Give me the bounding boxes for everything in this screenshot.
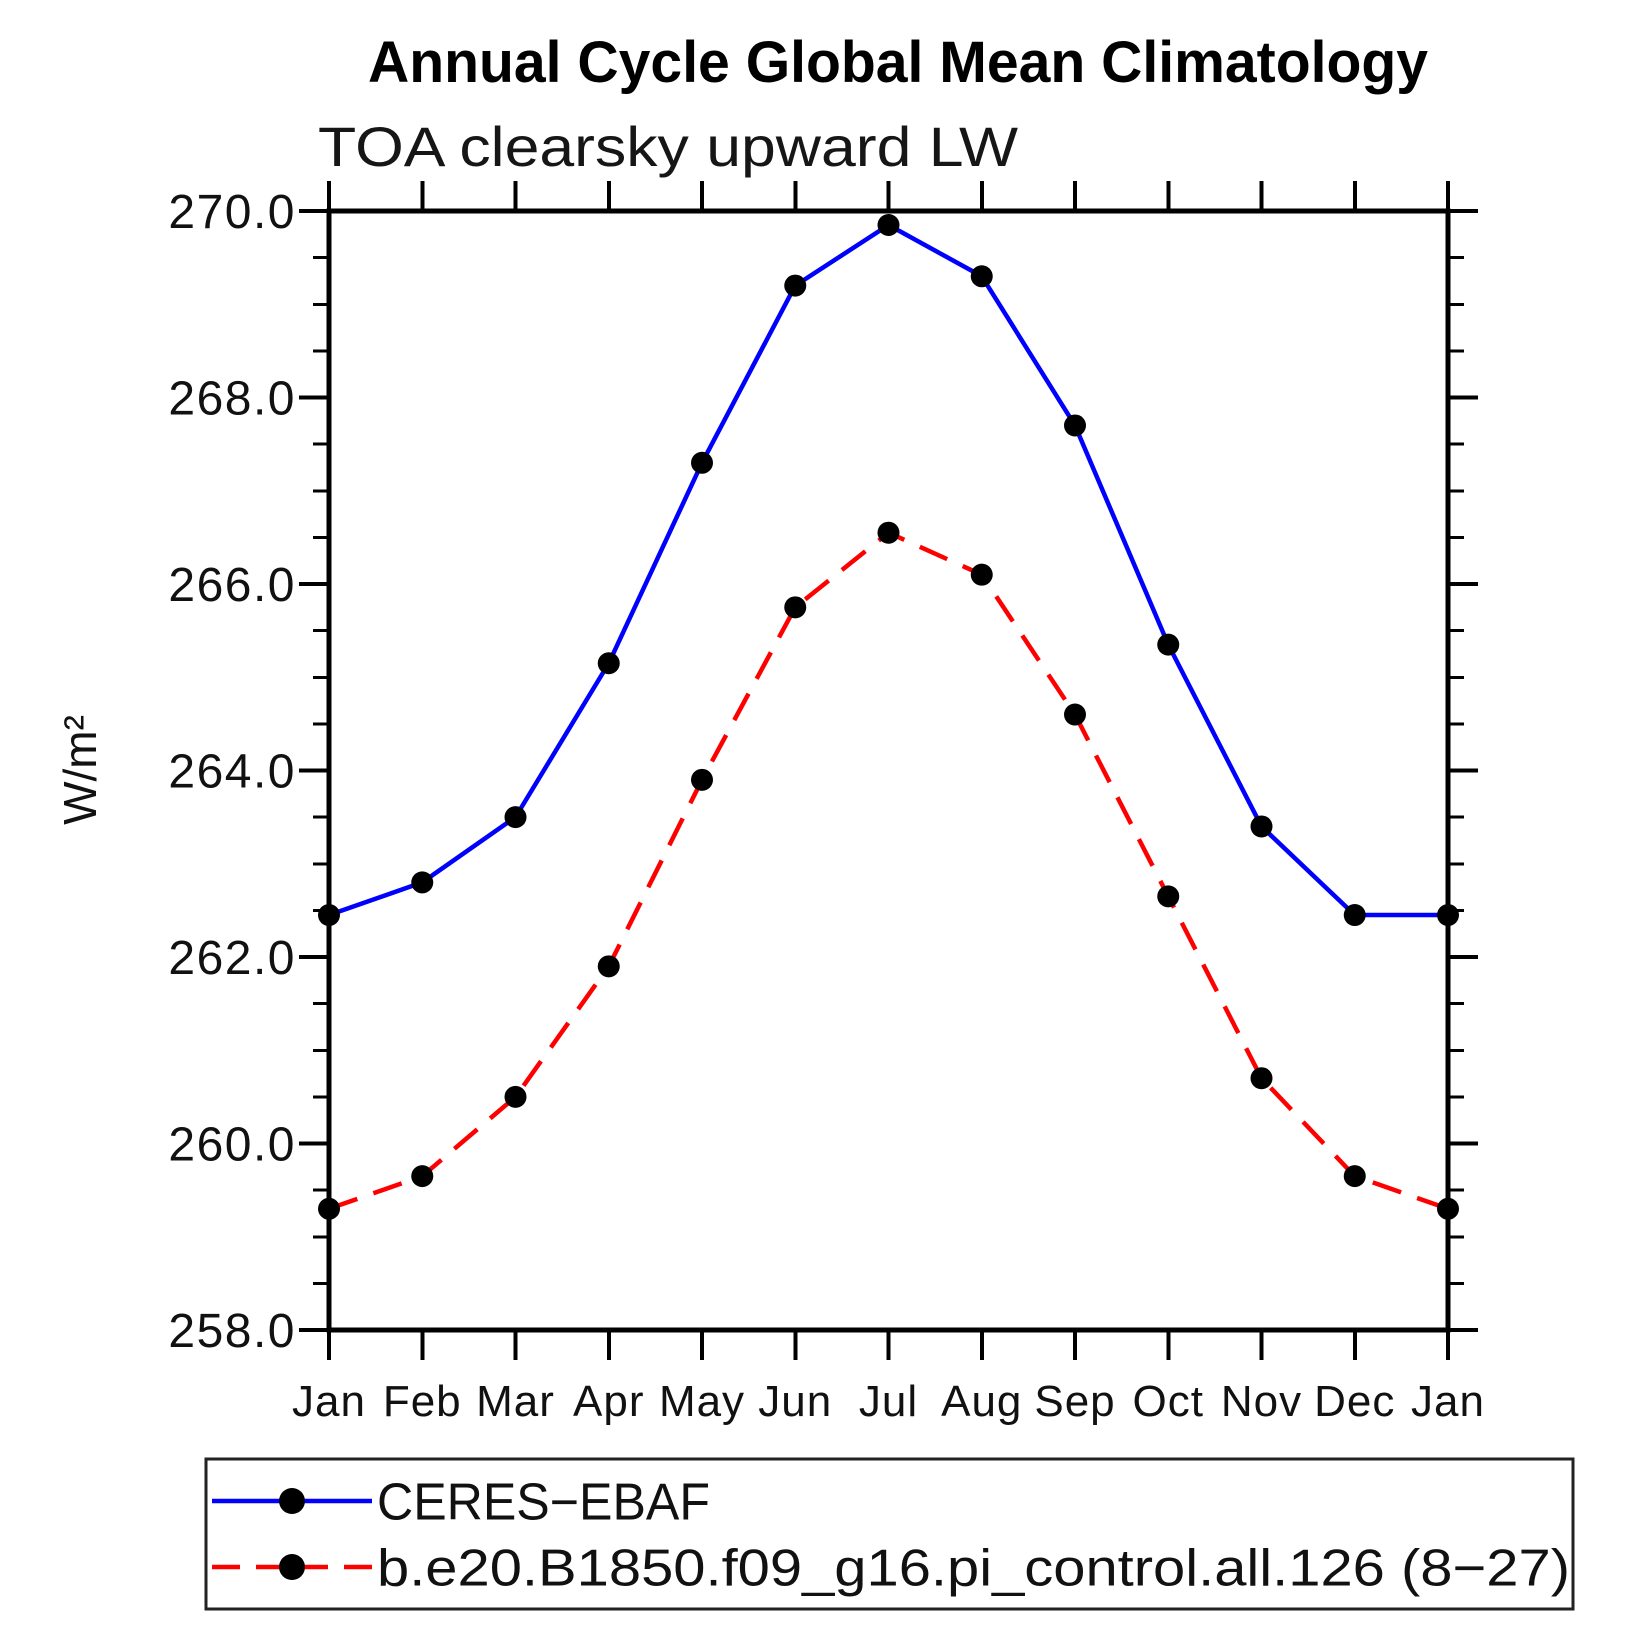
data-point [1157, 633, 1180, 656]
x-tick-label: Feb [383, 1377, 462, 1426]
x-tick-label: Nov [1221, 1377, 1302, 1426]
legend: CERES−EBAF b.e20.B1850.f09_g16.pi_contro… [204, 1457, 1575, 1611]
x-tick-label: Sep [1034, 1377, 1115, 1426]
y-tick-label: 266.0 [168, 559, 296, 612]
data-point [504, 1085, 527, 1108]
x-tick-label: Jan [1411, 1377, 1485, 1426]
data-point [877, 521, 900, 544]
data-point [411, 1165, 434, 1188]
x-tick-label: Oct [1133, 1377, 1204, 1426]
y-tick-label: 258.0 [168, 1305, 296, 1358]
data-point [1437, 1197, 1459, 1220]
x-tick-labels: Jan Feb Mar Apr May Jun Jul Aug Sep Oct Nov Dec Jan [292, 1377, 1485, 1426]
data-point [411, 871, 434, 894]
data-point [318, 1197, 340, 1220]
data-point [1250, 1067, 1273, 1090]
legend-marker-obs [279, 1488, 305, 1514]
data-point [784, 596, 807, 619]
data-point [1343, 904, 1366, 927]
chart-title: Annual Cycle Global Mean Climatology [368, 30, 1428, 95]
data-point [691, 451, 713, 474]
data-point [1157, 885, 1180, 908]
data-point [1064, 703, 1086, 726]
legend-entry-model: b.e20.B1850.f09_g16.pi_control.all.126 (… [212, 1540, 1570, 1598]
data-point [1343, 1165, 1366, 1188]
y-tick-label: 260.0 [168, 1118, 296, 1171]
series-layer [318, 213, 1459, 1220]
data-point [597, 652, 620, 675]
x-tick-label: Mar [476, 1377, 555, 1426]
series-line-1 [328, 530, 1449, 1211]
x-tick-label: Jun [758, 1377, 832, 1426]
y-axis-label: W/m² [54, 715, 106, 825]
series-line-0 [328, 222, 1448, 918]
data-point [784, 274, 807, 297]
x-tick-label: Apr [573, 1377, 644, 1426]
y-tick-label: 262.0 [168, 932, 296, 985]
legend-marker-model [279, 1554, 305, 1580]
legend-label-model: b.e20.B1850.f09_g16.pi_control.all.126 (… [377, 1540, 1570, 1598]
y-tick-label: 264.0 [168, 745, 296, 798]
x-tick-label: Jul [859, 1377, 918, 1426]
data-point [318, 904, 340, 927]
x-tick-label: Dec [1314, 1377, 1395, 1426]
plot-frame [326, 208, 1451, 1333]
legend-box [204, 1457, 1575, 1611]
y-ticks [299, 209, 1478, 1332]
data-point [1064, 414, 1086, 437]
data-point [1437, 904, 1459, 927]
data-point [877, 213, 900, 236]
y-tick-label: 270.0 [168, 186, 296, 239]
x-tick-label: May [659, 1377, 745, 1426]
data-point [970, 265, 993, 288]
y-tick-label: 268.0 [168, 372, 296, 425]
x-tick-label: Aug [941, 1377, 1022, 1426]
data-point [597, 955, 620, 978]
data-point [1250, 815, 1273, 838]
y-tick-labels: 258.0 260.0 262.0 264.0 266.0 268.0 270.0 [168, 186, 296, 1358]
data-point [504, 806, 527, 829]
legend-entry-obs: CERES−EBAF [212, 1474, 710, 1532]
x-ticks [327, 181, 1450, 1360]
data-point [691, 768, 713, 791]
data-point [970, 563, 993, 586]
x-tick-label: Jan [292, 1377, 366, 1426]
chart-subtitle: TOA clearsky upward LW [318, 115, 1018, 178]
legend-label-obs: CERES−EBAF [377, 1474, 710, 1532]
